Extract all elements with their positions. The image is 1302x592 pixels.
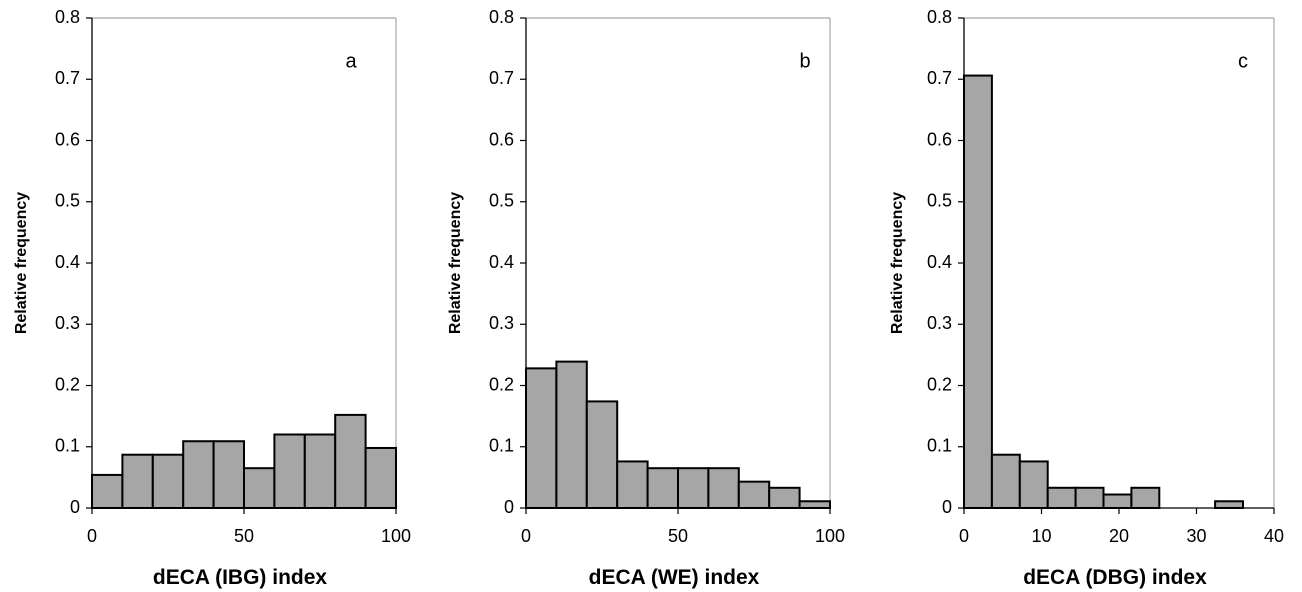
histogram-bar — [243, 467, 276, 509]
x-axis-title: dECA (DBG) index — [1023, 566, 1207, 589]
histogram-bar — [963, 74, 993, 509]
x-tick-label: 50 — [234, 526, 254, 546]
y-tick-label: 0.3 — [927, 313, 952, 333]
histogram-bar — [273, 433, 306, 509]
histogram-bar — [677, 467, 710, 509]
histogram-panel-b: 0 0.1 0.2 0.3 0.4 0.5 0.6 0.7 0.8 0 50 100 dECA (WE)… — [447, 7, 845, 589]
y-tick-label: 0.5 — [489, 191, 514, 211]
y-tick-label: 0.8 — [927, 7, 952, 27]
y-tick-label: 0.8 — [55, 7, 80, 27]
histogram-bar — [1130, 486, 1161, 510]
y-tick-label: 0.8 — [489, 7, 514, 27]
x-axis-title: dECA (WE) index — [589, 566, 760, 589]
histogram-bar — [990, 453, 1021, 509]
y-tick-label: 0.2 — [55, 374, 80, 394]
y-tick-label: 0 — [504, 497, 514, 517]
histogram-bar — [334, 413, 367, 509]
y-tick-label: 0.4 — [55, 252, 80, 272]
histogram-panel-a: 0 0.1 0.2 0.3 0.4 0.5 0.6 0.7 0.8 0 50 100 dECA (IBG… — [13, 7, 411, 589]
histogram-bar — [121, 453, 154, 509]
panel-letter: b — [799, 50, 810, 72]
x-tick-label: 30 — [1186, 526, 1206, 546]
histogram-bar — [616, 460, 649, 510]
y-tick-label: 0.6 — [927, 129, 952, 149]
x-tick-label: 0 — [87, 526, 97, 546]
x-tick-label: 50 — [668, 526, 688, 546]
y-tick-label: 0 — [70, 497, 80, 517]
histogram-bar — [1046, 486, 1077, 510]
histogram-bar — [1102, 493, 1133, 509]
y-tick-label: 0.2 — [927, 374, 952, 394]
histogram-bar — [151, 453, 185, 509]
y-tick-label: 0.4 — [927, 252, 952, 272]
y-tick-label: 0.5 — [927, 191, 952, 211]
histogram-bar — [585, 400, 619, 509]
y-tick-label: 0.7 — [55, 68, 80, 88]
y-tick-label: 0.1 — [55, 436, 80, 456]
y-tick-label: 0.4 — [489, 252, 514, 272]
histogram-bar — [1074, 486, 1105, 510]
x-tick-label: 10 — [1031, 526, 1051, 546]
x-tick-label: 0 — [521, 526, 531, 546]
y-tick-label: 0.6 — [489, 129, 514, 149]
panel-letter: c — [1238, 50, 1248, 72]
histogram-bar — [798, 500, 831, 510]
x-tick-label: 0 — [959, 526, 969, 546]
y-tick-label: 0 — [942, 497, 952, 517]
histogram-bar — [1018, 460, 1049, 510]
x-axis-title: dECA (IBG) index — [153, 566, 328, 589]
histogram-bar — [364, 446, 398, 510]
y-axis-title: Relative frequency — [13, 192, 30, 334]
histogram-bar — [182, 440, 215, 509]
histogram-bar — [303, 433, 337, 509]
y-tick-label: 0.5 — [55, 191, 80, 211]
histogram-bar — [737, 480, 771, 510]
y-axis-title: Relative frequency — [889, 192, 906, 334]
histogram-bar — [646, 467, 679, 509]
y-tick-label: 0.3 — [489, 313, 514, 333]
y-tick-label: 0.6 — [55, 129, 80, 149]
histogram-bar — [1214, 500, 1244, 510]
x-tick-label: 100 — [381, 526, 411, 546]
y-tick-label: 0.7 — [489, 68, 514, 88]
y-tick-label: 0.3 — [55, 313, 80, 333]
y-tick-label: 0.1 — [489, 436, 514, 456]
histogram-bar — [555, 360, 588, 509]
y-axis-title: Relative frequency — [447, 192, 464, 334]
panel-letter: a — [345, 50, 357, 72]
x-tick-label: 40 — [1264, 526, 1284, 546]
histogram-bar — [91, 473, 124, 509]
histogram-bar — [212, 440, 246, 509]
y-tick-label: 0.2 — [489, 374, 514, 394]
histogram-bar — [525, 367, 558, 509]
histogram-panel-c: 0 0.1 0.2 0.3 0.4 0.5 0.6 0.7 0.8 0 10 20 30 40 dECA (… — [889, 7, 1284, 589]
histogram-bar — [768, 486, 801, 510]
x-tick-label: 100 — [815, 526, 845, 546]
histogram-bar — [707, 467, 740, 509]
x-tick-label: 20 — [1109, 526, 1129, 546]
y-tick-label: 0.7 — [927, 68, 952, 88]
y-tick-label: 0.1 — [927, 436, 952, 456]
